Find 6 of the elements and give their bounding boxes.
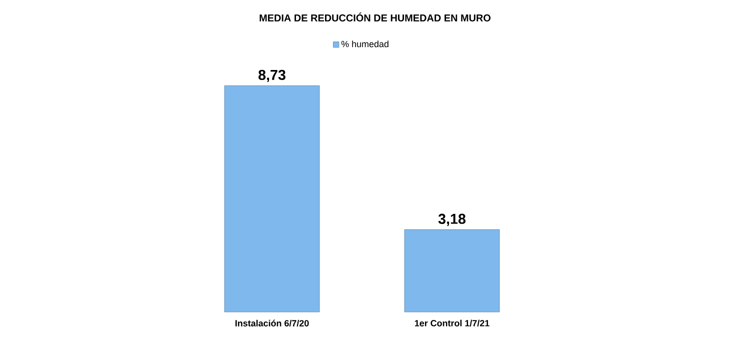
data-label: 3,18 bbox=[438, 214, 466, 226]
legend-label: % humedad bbox=[341, 40, 388, 48]
x-tick-label: Instalación 6/7/20 bbox=[235, 320, 309, 327]
data-label: 8,73 bbox=[258, 70, 286, 82]
chart-title: MEDIA DE REDUCCIÓN DE HUMEDAD EN MURO bbox=[260, 12, 491, 22]
x-tick-label: 1er Control 1/7/21 bbox=[414, 320, 490, 326]
